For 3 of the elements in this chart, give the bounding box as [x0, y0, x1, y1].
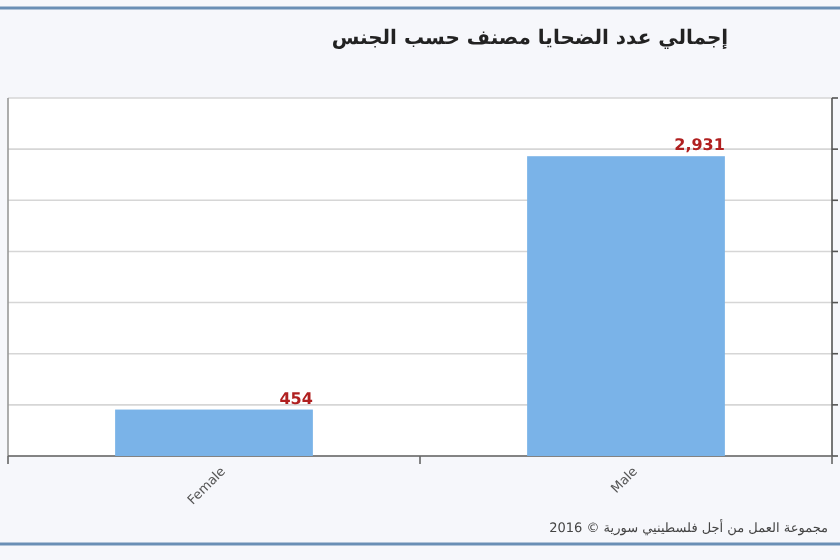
title: إجمالي عدد الضحايا مصنف حسب الجنس: [331, 28, 729, 50]
data-label: 454: [279, 389, 314, 408]
data-label: 2,931: [674, 136, 726, 155]
